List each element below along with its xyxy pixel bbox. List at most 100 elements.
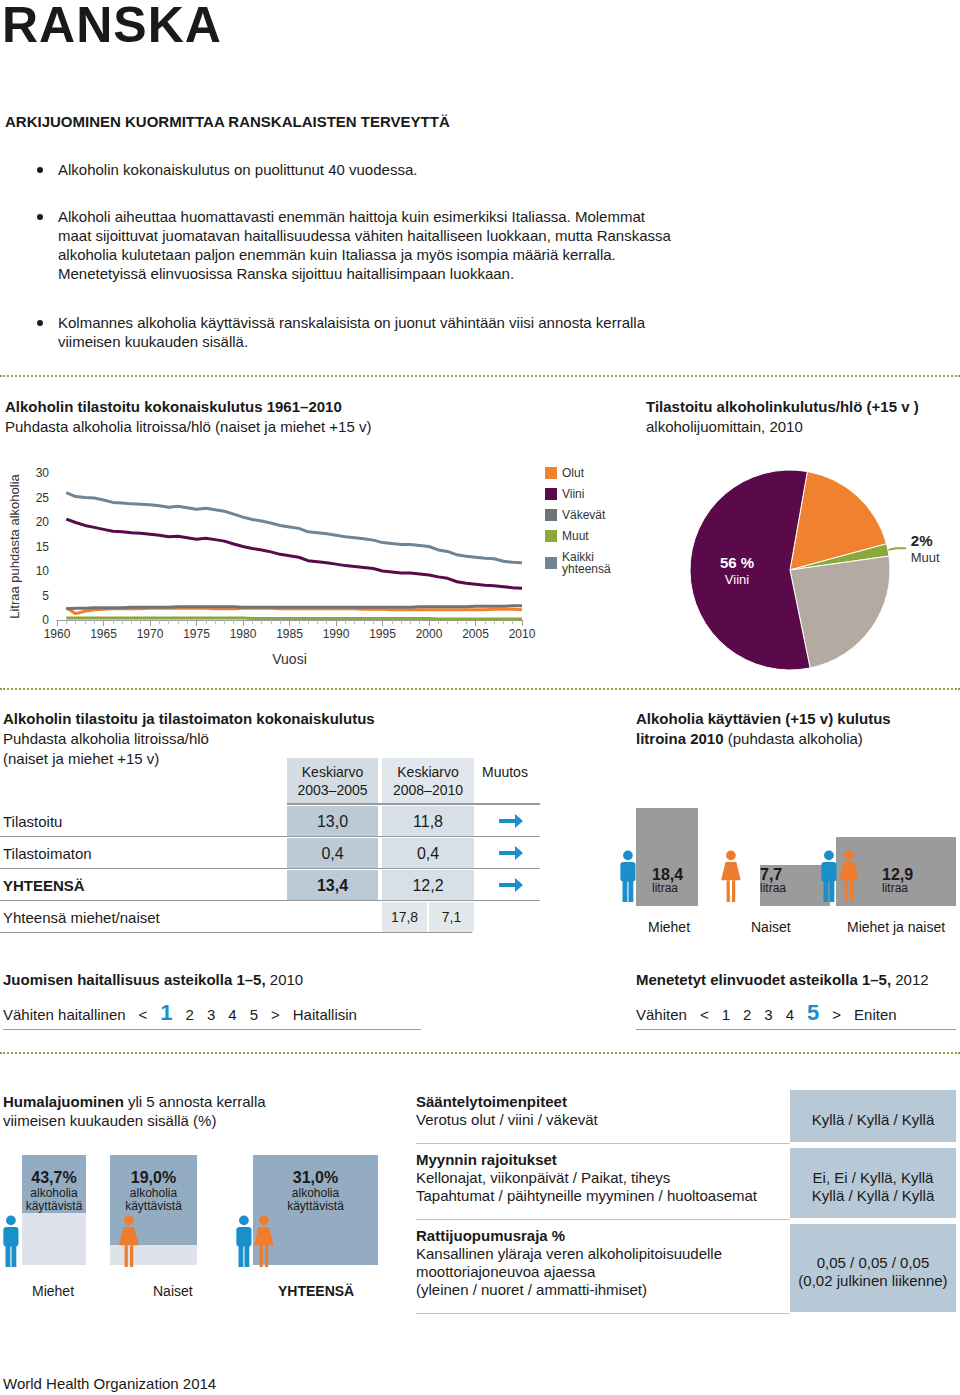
svg-text:1975: 1975 [183,627,210,641]
html-text:Kellonajat, viikonpäivät / Pai: Kellonajat, viikonpäivät / Paikat, tihey… [416,1169,671,1186]
html-text:alkoholia: alkoholia [30,1186,78,1200]
html-text:Miehet: Miehet [648,919,690,935]
svg-text:Viini: Viini [562,487,584,501]
svg-text:10: 10 [36,564,50,578]
svg-text:1980: 1980 [230,627,257,641]
html-text:Myynnin rajoitukset: Myynnin rajoitukset [416,1151,557,1168]
html-text:litroina 2010 (puhdasta alkoho: litroina 2010 (puhdasta alkoholia) [636,730,863,747]
svg-text:20: 20 [36,515,50,529]
html-text:Tapahtumat / päihtyneille myym: Tapahtumat / päihtyneille myyminen / huo… [416,1187,757,1204]
html-text:43,7%: 43,7% [31,1169,77,1186]
html-text:litraa: litraa [882,881,908,895]
html-text:0,4: 0,4 [321,845,344,862]
svg-text:Muut: Muut [911,550,940,565]
svg-text:25: 25 [36,491,50,505]
svg-text:1985: 1985 [276,627,303,641]
html-text:ARKIJUOMINEN KUORMITTAA RANSKA: ARKIJUOMINEN KUORMITTAA RANSKALAISTEN TE… [5,113,450,130]
html-text:18,4: 18,4 [652,866,684,883]
html-text:Alkoholia käyttävien (+15 v) k: Alkoholia käyttävien (+15 v) kulutus [636,710,891,727]
html-text:Haitallisin: Haitallisin [292,1006,357,1023]
html-text:7,7: 7,7 [760,866,783,883]
html-text:2008–2010: 2008–2010 [393,782,463,798]
html-text:Rattijuopumusraja %: Rattijuopumusraja % [416,1227,566,1244]
html-text:Puhdasta alkoholia litroissa/h: Puhdasta alkoholia litroissa/hlö (naiset… [5,418,372,435]
html-text:Verotus olut / viini / väkevät: Verotus olut / viini / väkevät [416,1111,598,1128]
html-text:Kyllä / Kyllä / Kyllä: Kyllä / Kyllä / Kyllä [811,1111,935,1128]
html-text:Alkoholi aiheuttaa huomattavas: Alkoholi aiheuttaa huomattavasti enemmän… [58,208,671,282]
svg-text:1990: 1990 [323,627,350,641]
svg-text:2010: 2010 [509,627,536,641]
html-text:13,0: 13,0 [316,813,349,830]
html-text:alkoholijuomittain, 2010: alkoholijuomittain, 2010 [646,418,803,435]
html-text:(0,02 julkinen liikenne): (0,02 julkinen liikenne) [798,1272,948,1289]
svg-text:Kaikki: Kaikki [562,550,598,564]
html-text:moottoriajoneuvoa ajaessa: moottoriajoneuvoa ajaessa [416,1263,596,1280]
html-text:Miehet ja naiset: Miehet ja naiset [847,919,946,935]
html-text:Kansallinen yläraja veren alko: Kansallinen yläraja veren alkoholipitois… [416,1245,722,1262]
html-text:Muutos: Muutos [482,764,528,780]
html-text:(naiset ja miehet +15 v): (naiset ja miehet +15 v) [3,750,160,767]
html-text:13,4: 13,4 [316,877,349,894]
html-text:0,4: 0,4 [416,845,440,862]
html-text:Puhdasta alkoholia litroissa/h: Puhdasta alkoholia litroissa/hlö [3,730,209,747]
html-text:Keskiarvo: Keskiarvo [301,764,364,780]
html-text:Keskiarvo: Keskiarvo [397,764,459,780]
html-text:YHTEENSÄ: YHTEENSÄ [278,1283,355,1299]
html-text:7,1: 7,1 [441,909,462,925]
html-text:31,0%: 31,0% [292,1169,339,1186]
svg-text:1970: 1970 [137,627,164,641]
html-text:Juomisen haitallisuus asteikol: Juomisen haitallisuus asteikolla 1–5, 20… [3,971,304,988]
svg-text:2005: 2005 [462,627,489,641]
html-text:Naiset: Naiset [153,1283,193,1299]
html-text:Tilastoitu alkoholinkulutus/hl: Tilastoitu alkoholinkulutus/hlö (+15 v ) [646,398,919,415]
svg-text:Viini: Viini [725,572,749,587]
svg-text:Olut: Olut [562,466,585,480]
svg-text:yhteensä: yhteensä [562,562,611,576]
html-text:YHTEENSÄ: YHTEENSÄ [3,877,85,894]
html-text:2003–2005: 2003–2005 [297,782,368,798]
html-text:Eniten: Eniten [854,1006,897,1023]
svg-text:15: 15 [36,540,50,554]
html-text:11,8: 11,8 [413,813,443,830]
html-text:Naiset: Naiset [751,919,791,935]
svg-text:Väkevät: Väkevät [562,508,606,522]
html-text:Tilastoimaton: Tilastoimaton [3,845,92,862]
html-text:Alkoholin tilastoitu ja tilast: Alkoholin tilastoitu ja tilastoimaton ko… [3,710,375,727]
html-text:12,2: 12,2 [412,877,444,894]
html-text:(yleinen / nuoret / ammatti-ih: (yleinen / nuoret / ammatti-ihmiset) [416,1281,647,1298]
html-text:Humalajuominen yli 5 annosta k: Humalajuominen yli 5 annosta kerralla [3,1093,266,1110]
html-text:12,9: 12,9 [882,866,914,883]
svg-text:1960: 1960 [44,627,71,641]
svg-text:Muut: Muut [562,529,589,543]
svg-text:1995: 1995 [369,627,396,641]
html-text:Tilastoitu: Tilastoitu [3,813,63,830]
html-text:0,05 / 0,05 / 0,05: 0,05 / 0,05 / 0,05 [816,1254,930,1271]
html-text:Alkoholin kokonaiskulutus on p: Alkoholin kokonaiskulutus on puolittunut… [58,161,418,178]
html-text:Miehet: Miehet [32,1283,74,1299]
html-text:Kyllä / Kyllä / Kyllä: Kyllä / Kyllä / Kyllä [811,1187,935,1204]
html-text:World Health Organization 2014: World Health Organization 2014 [3,1375,217,1392]
svg-text:56 %: 56 % [720,554,754,571]
html-text:Alkoholin tilastoitu kokonaisk: Alkoholin tilastoitu kokonaiskulutus 196… [5,398,342,415]
html-text:Sääntelytoimenpiteet: Sääntelytoimenpiteet [416,1093,567,1110]
html-text:litraa: litraa [652,881,678,895]
html-text:Menetetyt elinvuodet asteikoll: Menetetyt elinvuodet asteikolla 1–5, 201… [636,971,929,988]
svg-text:1965: 1965 [90,627,117,641]
svg-text:Vuosi: Vuosi [272,651,307,667]
html-text:17,8: 17,8 [390,909,419,925]
html-text:Vähiten: Vähiten [636,1006,687,1023]
html-text:Kolmannes alkoholia käyttäviss: Kolmannes alkoholia käyttävissä ranskala… [58,314,645,350]
html-text:viimeisen kuukauden sisällä (%: viimeisen kuukauden sisällä (%) [3,1112,217,1129]
html-text:Vähiten haitallinen: Vähiten haitallinen [3,1006,126,1023]
svg-text:2%: 2% [911,532,933,549]
html-text:käyttävistä: käyttävistä [25,1199,83,1213]
svg-text:0: 0 [42,613,49,627]
svg-text:2000: 2000 [416,627,443,641]
html-text:19,0%: 19,0% [130,1169,177,1186]
html-text:Ei, Ei / Kyllä, Kyllä: Ei, Ei / Kyllä, Kyllä [812,1169,934,1186]
html-text:litraa: litraa [760,881,786,895]
html-text:Yhteensä miehet/naiset: Yhteensä miehet/naiset [3,909,160,926]
svg-text:30: 30 [36,466,50,480]
svg-text:5: 5 [42,589,49,603]
svg-text:Litraa puhdasta alkoholia: Litraa puhdasta alkoholia [7,473,22,618]
